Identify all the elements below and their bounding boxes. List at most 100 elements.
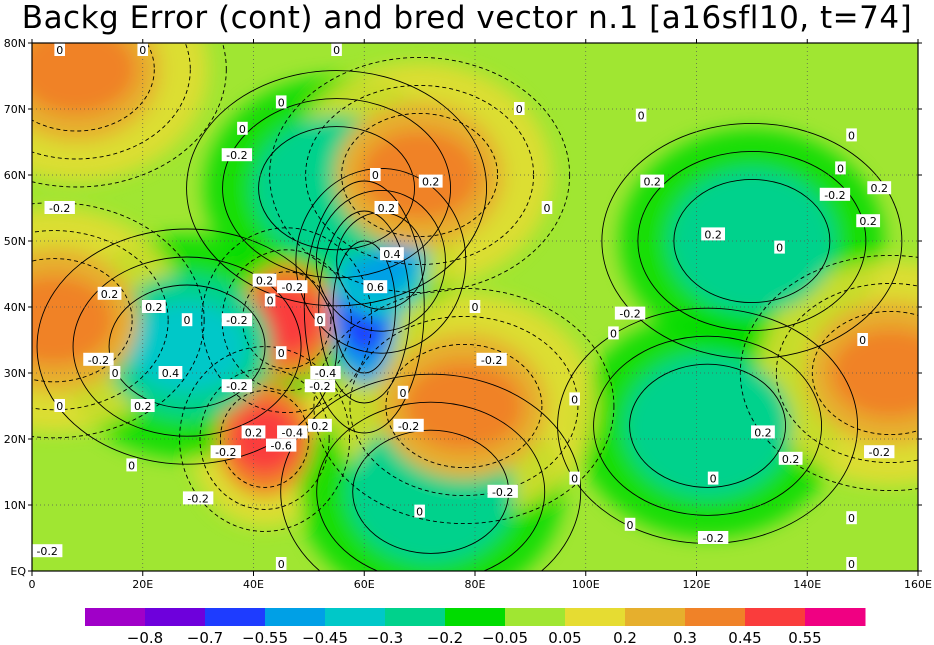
contour-label: 0.4 <box>158 366 183 380</box>
contour-label-bg <box>237 121 248 135</box>
contour-label-bg <box>210 445 242 459</box>
contour-label: 0 <box>126 458 137 472</box>
contour-label-bg <box>126 458 137 472</box>
contour-label-text: 0 <box>278 558 285 571</box>
contour-label-text: 0 <box>278 96 285 109</box>
contour-label-text: 0.2 <box>704 228 722 241</box>
contour-label-text: 0 <box>400 387 407 400</box>
x-tick-label: 80E <box>465 578 486 591</box>
contour-label: -0.2 <box>277 280 308 294</box>
contour-label-text: 0 <box>278 347 285 360</box>
contour-label-text: -0.2 <box>282 281 303 294</box>
contour-label: -0.2 <box>697 531 729 545</box>
contour-4-1 <box>108 284 266 409</box>
contour-label-bg <box>130 399 155 412</box>
contour-label-text: 0 <box>627 519 634 532</box>
contour-4-3 <box>36 228 338 465</box>
contour-label-text: 0.2 <box>378 202 396 215</box>
contour-label-text: -0.2 <box>187 492 208 505</box>
contour-label-text: 0 <box>710 473 717 486</box>
contour-label: 0.2 <box>141 300 166 314</box>
contour-label: 0 <box>541 201 553 215</box>
contour-label-bg <box>751 425 775 439</box>
shaded-core-12 <box>32 43 137 115</box>
contour-label: 0 <box>846 557 857 571</box>
contour-4-2 <box>72 256 302 437</box>
contour-label-text: -0.2 <box>492 486 513 499</box>
x-tick-label: 0 <box>29 578 36 591</box>
contour-12-2 <box>32 43 191 160</box>
contour-0-1 <box>242 271 332 370</box>
contour-label: 0.2 <box>374 201 399 215</box>
colorbar-label: −0.05 <box>482 629 528 645</box>
contour-labels: 0 0 0 0 0 0 0 -0.2 0 0 0.2 0.2 0 -0.2 0.2 -0.2 0.2 0 0.2 0.… <box>32 43 895 571</box>
contour-label-bg <box>275 346 287 360</box>
contour-label-text: 0 <box>516 103 523 116</box>
contour-label-bg <box>314 313 326 327</box>
contour-label-text: 0 <box>571 473 578 486</box>
contour-label: 0 <box>846 511 857 525</box>
contour-label-bg <box>277 425 308 439</box>
colorbar-label: 0.45 <box>728 629 761 645</box>
contour-8-3 <box>186 70 488 307</box>
contour-label-bg <box>414 504 425 518</box>
contour-label-bg <box>363 280 388 294</box>
contour-label-bg <box>697 531 729 544</box>
contour-label-text: -0.2 <box>309 380 330 393</box>
shaded-core-6 <box>691 196 812 286</box>
contour-label-bg <box>252 273 277 287</box>
colorbar-label: −0.45 <box>302 629 348 645</box>
contour-label-text: -0.2 <box>398 420 419 433</box>
contour-label-bg <box>97 286 122 300</box>
contour-label: -0.2 <box>83 352 114 367</box>
contour-label-text: 0 <box>848 129 855 142</box>
contour-label-text: 0 <box>472 301 479 314</box>
contour-13-1 <box>341 112 499 238</box>
contour-label-text: 0 <box>776 242 783 255</box>
contour-label-text: 0.4 <box>162 367 180 380</box>
contour-label-bg <box>418 174 443 188</box>
colorbar-swatch <box>325 608 386 626</box>
contour-label-bg <box>265 438 297 452</box>
contour-label: 0 <box>397 385 409 400</box>
colorbar-swatch <box>145 608 206 626</box>
contour-label-text: 0 <box>239 123 246 136</box>
contour-label-text: 0.2 <box>145 301 163 314</box>
contour-label-bg <box>397 385 409 399</box>
contour-label-text: 0 <box>543 202 550 215</box>
colorbar-label: −0.7 <box>187 629 223 645</box>
contour-label: 0 <box>857 333 868 347</box>
contour-label: 0 <box>846 128 857 142</box>
x-axis: 0 20E 40E 60E 80E 100E 120E 140E 160E <box>29 39 932 591</box>
contour-label: 0 <box>331 43 342 57</box>
contour-label-bg <box>469 300 481 313</box>
contour-label-bg <box>181 313 193 327</box>
x-tick-label: 40E <box>243 578 264 591</box>
contour-label-bg <box>141 300 166 313</box>
contour-label-text: 0 <box>416 506 423 519</box>
contour-label-text: -0.2 <box>226 149 247 162</box>
contour-label: 0 <box>469 300 481 314</box>
contour-label-text: 0 <box>139 44 146 57</box>
contour-label-bg <box>137 43 149 56</box>
contour-label: 0.2 <box>418 174 443 189</box>
contour-label-text: 0.2 <box>245 426 263 439</box>
contour-label: 0.2 <box>97 286 122 301</box>
contour-6-1 <box>673 178 831 304</box>
contour-label-bg <box>310 366 341 379</box>
colorbar-label: −0.3 <box>367 629 403 645</box>
contour-11-1 <box>385 343 543 469</box>
contour-label-bg <box>83 352 114 366</box>
contour-label: 0 <box>137 43 149 57</box>
y-tick-label: 80N <box>4 37 26 50</box>
contour-label-bg <box>569 392 580 406</box>
y-tick-label: 50N <box>4 235 26 248</box>
contour-label-bg <box>614 306 646 320</box>
contour-label-text: -0.2 <box>49 202 70 215</box>
colorbar-label: −0.2 <box>427 629 463 645</box>
contour-label: -0.2 <box>221 148 253 162</box>
contour-label: -0.2 <box>614 306 646 321</box>
contour-label-text: 0 <box>316 314 323 327</box>
contour-label-text: 0.2 <box>134 400 152 413</box>
contour-label-text: 0.2 <box>754 426 772 439</box>
